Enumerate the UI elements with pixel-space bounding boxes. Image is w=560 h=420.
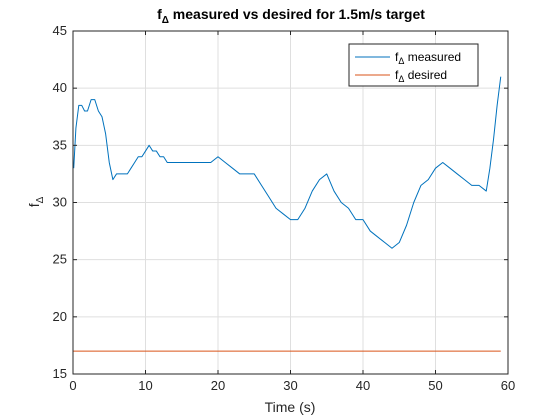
x-tick-label: 10 — [138, 378, 152, 393]
legend-label-desired-subscript: Δ — [398, 74, 404, 84]
x-tick-label: 30 — [283, 378, 297, 393]
y-axis-label-subscript: Δ — [35, 196, 46, 203]
legend-label-desired: fΔ desired — [395, 68, 447, 84]
y-tick-label: 45 — [53, 23, 67, 38]
legend-label-measured-subscript: Δ — [398, 56, 404, 66]
chart-title-prefix: f — [157, 6, 162, 22]
tick-labels: 0 10 20 30 40 50 60 15 20 25 30 35 40 45 — [53, 23, 516, 393]
y-tick-label: 30 — [53, 195, 67, 210]
legend: fΔ measured fΔ desired — [348, 43, 479, 87]
series-layer — [73, 76, 502, 352]
grid — [73, 31, 508, 374]
y-tick-label: 15 — [53, 366, 67, 381]
chart-title-subscript: Δ — [162, 15, 169, 26]
y-tick-label: 40 — [53, 80, 67, 95]
x-tick-label: 20 — [211, 378, 225, 393]
y-tick-label: 35 — [53, 137, 67, 152]
legend-label-measured-suffix: measured — [404, 50, 461, 64]
legend-label-desired-base: f — [395, 68, 399, 82]
series-line-measured — [73, 76, 502, 249]
y-axis-label-base: f — [26, 203, 42, 207]
x-tick-label: 0 — [69, 378, 76, 393]
axes — [72, 30, 509, 375]
legend-label-desired-suffix: desired — [404, 68, 447, 82]
legend-label-measured: fΔ measured — [395, 50, 461, 66]
legend-box — [348, 43, 479, 87]
x-tick-label: 50 — [428, 378, 442, 393]
y-tick-label: 20 — [53, 309, 67, 324]
chart-title: fΔ measured vs desired for 1.5m/s target — [157, 6, 425, 26]
y-axis-label: fΔ — [26, 196, 46, 207]
x-axis-label: Time (s) — [265, 399, 316, 415]
y-tick-label: 25 — [53, 252, 67, 267]
legend-label-measured-base: f — [395, 50, 399, 64]
x-tick-label: 60 — [501, 378, 515, 393]
chart-title-suffix: measured vs desired for 1.5m/s target — [169, 6, 425, 22]
x-tick-label: 40 — [356, 378, 370, 393]
